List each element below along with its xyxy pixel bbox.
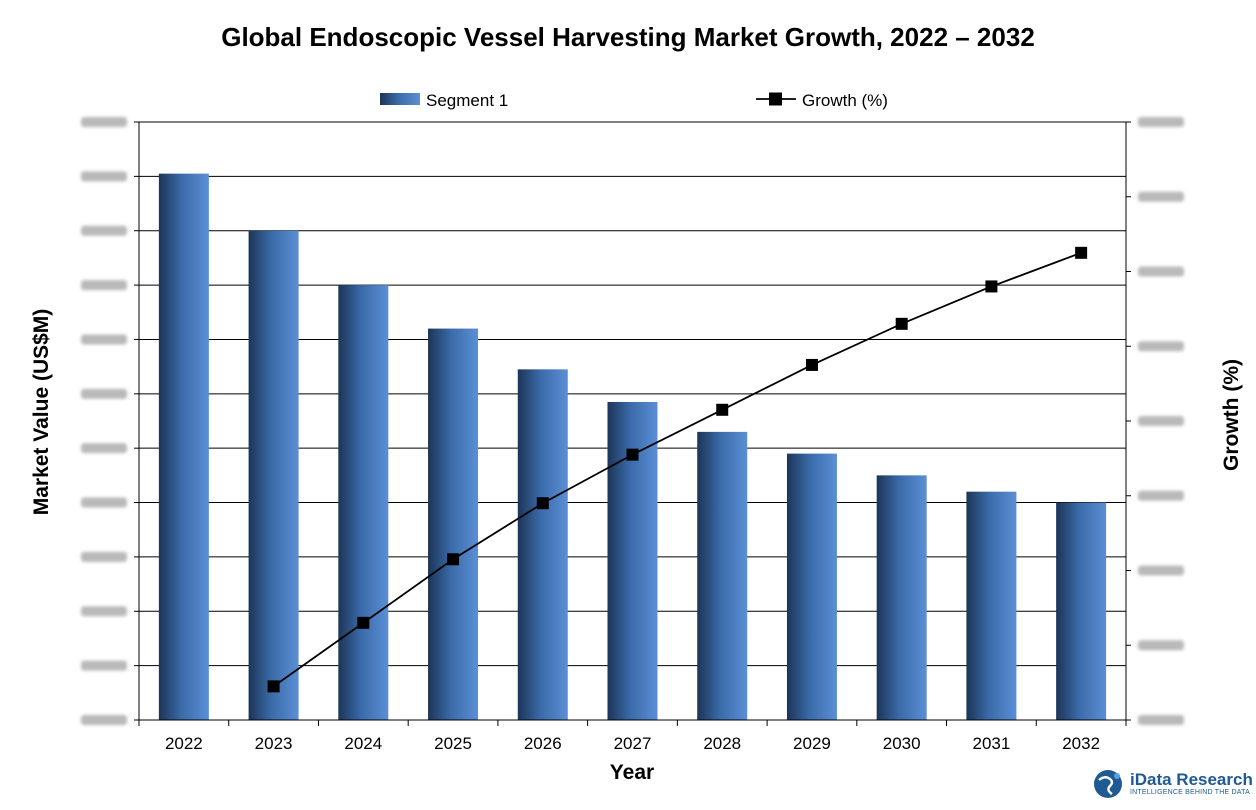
y-tick-label-obscured — [81, 334, 127, 345]
bar-2028 — [697, 431, 748, 720]
bar-2026 — [517, 369, 568, 720]
bar-2031 — [966, 491, 1017, 720]
x-tick-label-2025: 2025 — [434, 734, 472, 753]
x-tick-label-2030: 2030 — [883, 734, 921, 753]
growth-point-2026 — [536, 497, 549, 510]
growth-line-series — [267, 246, 1088, 693]
logo-tagline: INTELLIGENCE BEHIND THE DATA — [1130, 789, 1250, 796]
growth-point-2031 — [985, 280, 998, 293]
y-tick-label-obscured — [81, 660, 127, 671]
growth-point-2023 — [267, 680, 280, 693]
y2-tick-label-obscured — [1138, 715, 1184, 725]
x-tick-label-2029: 2029 — [793, 734, 831, 753]
y-tick-label-obscured — [81, 388, 127, 399]
y-tick-label-obscured — [81, 715, 127, 725]
x-tick-label-2027: 2027 — [614, 734, 652, 753]
legend-label-segment: Segment 1 — [426, 91, 508, 110]
y-tick-label-obscured — [81, 551, 127, 562]
growth-point-2024 — [357, 616, 370, 629]
chart-title: Global Endoscopic Vessel Harvesting Mark… — [221, 22, 1035, 52]
growth-point-2029 — [805, 358, 818, 371]
x-tick-label-2031: 2031 — [972, 734, 1010, 753]
x-tick-label-2022: 2022 — [165, 734, 203, 753]
x-axis-title: Year — [610, 761, 654, 784]
y-tick-label-obscured — [81, 117, 127, 127]
axes — [134, 121, 1131, 726]
legend: Segment 1 Growth (%) — [380, 91, 888, 110]
y-tick-label-obscured — [81, 443, 127, 454]
brand-logo: iData Research INTELLIGENCE BEHIND THE D… — [1090, 766, 1253, 802]
legend-marker-swatch — [769, 92, 782, 106]
y2-tick-label-obscured — [1138, 117, 1184, 127]
growth-point-2032 — [1075, 246, 1088, 259]
growth-line — [273, 251, 1082, 688]
x-tick-label-2028: 2028 — [703, 734, 741, 753]
bar-series — [158, 173, 1107, 721]
bar-2022 — [158, 173, 209, 721]
y-tick-label-obscured — [81, 280, 127, 291]
x-tick-label-2023: 2023 — [255, 734, 293, 753]
x-tick-label-2032: 2032 — [1062, 734, 1100, 753]
y2-axis-title: Growth (%) — [1220, 359, 1243, 471]
bar-2029 — [786, 453, 837, 720]
y2-tick-label-obscured — [1138, 416, 1184, 426]
bar-2032 — [1056, 502, 1107, 720]
y-tick-label-obscured — [81, 606, 127, 617]
y2-tick-label-obscured — [1138, 640, 1184, 651]
logo-name: iData Research — [1130, 770, 1253, 789]
y2-tick-label-obscured — [1138, 191, 1184, 202]
y2-tick-label-obscured — [1138, 266, 1184, 277]
y-axis-title: Market Value (US$M) — [30, 309, 53, 516]
bar-2025 — [428, 328, 479, 720]
y-tick-label-obscured — [81, 171, 127, 182]
growth-point-2030 — [895, 317, 908, 330]
y2-tick-label-obscured — [1138, 565, 1184, 576]
growth-point-2025 — [447, 553, 460, 566]
growth-point-2027 — [626, 448, 639, 461]
legend-bar-swatch — [380, 93, 420, 105]
tick-labels: 2022 2023 2024 2025 2026 2027 2028 2029 2030 2031… — [81, 117, 1184, 753]
growth-point-2028 — [716, 403, 729, 416]
globe-icon — [1094, 770, 1122, 798]
x-tick-label-2026: 2026 — [524, 734, 562, 753]
legend-label-growth: Growth (%) — [802, 91, 888, 110]
y2-tick-label-obscured — [1138, 490, 1184, 501]
y-tick-label-obscured — [81, 225, 127, 236]
x-tick-label-2024: 2024 — [344, 734, 382, 753]
bar-2024 — [338, 285, 389, 720]
y-tick-label-obscured — [81, 497, 127, 508]
bar-2030 — [876, 475, 927, 720]
bar-2023 — [248, 230, 299, 720]
y2-tick-label-obscured — [1138, 341, 1184, 352]
